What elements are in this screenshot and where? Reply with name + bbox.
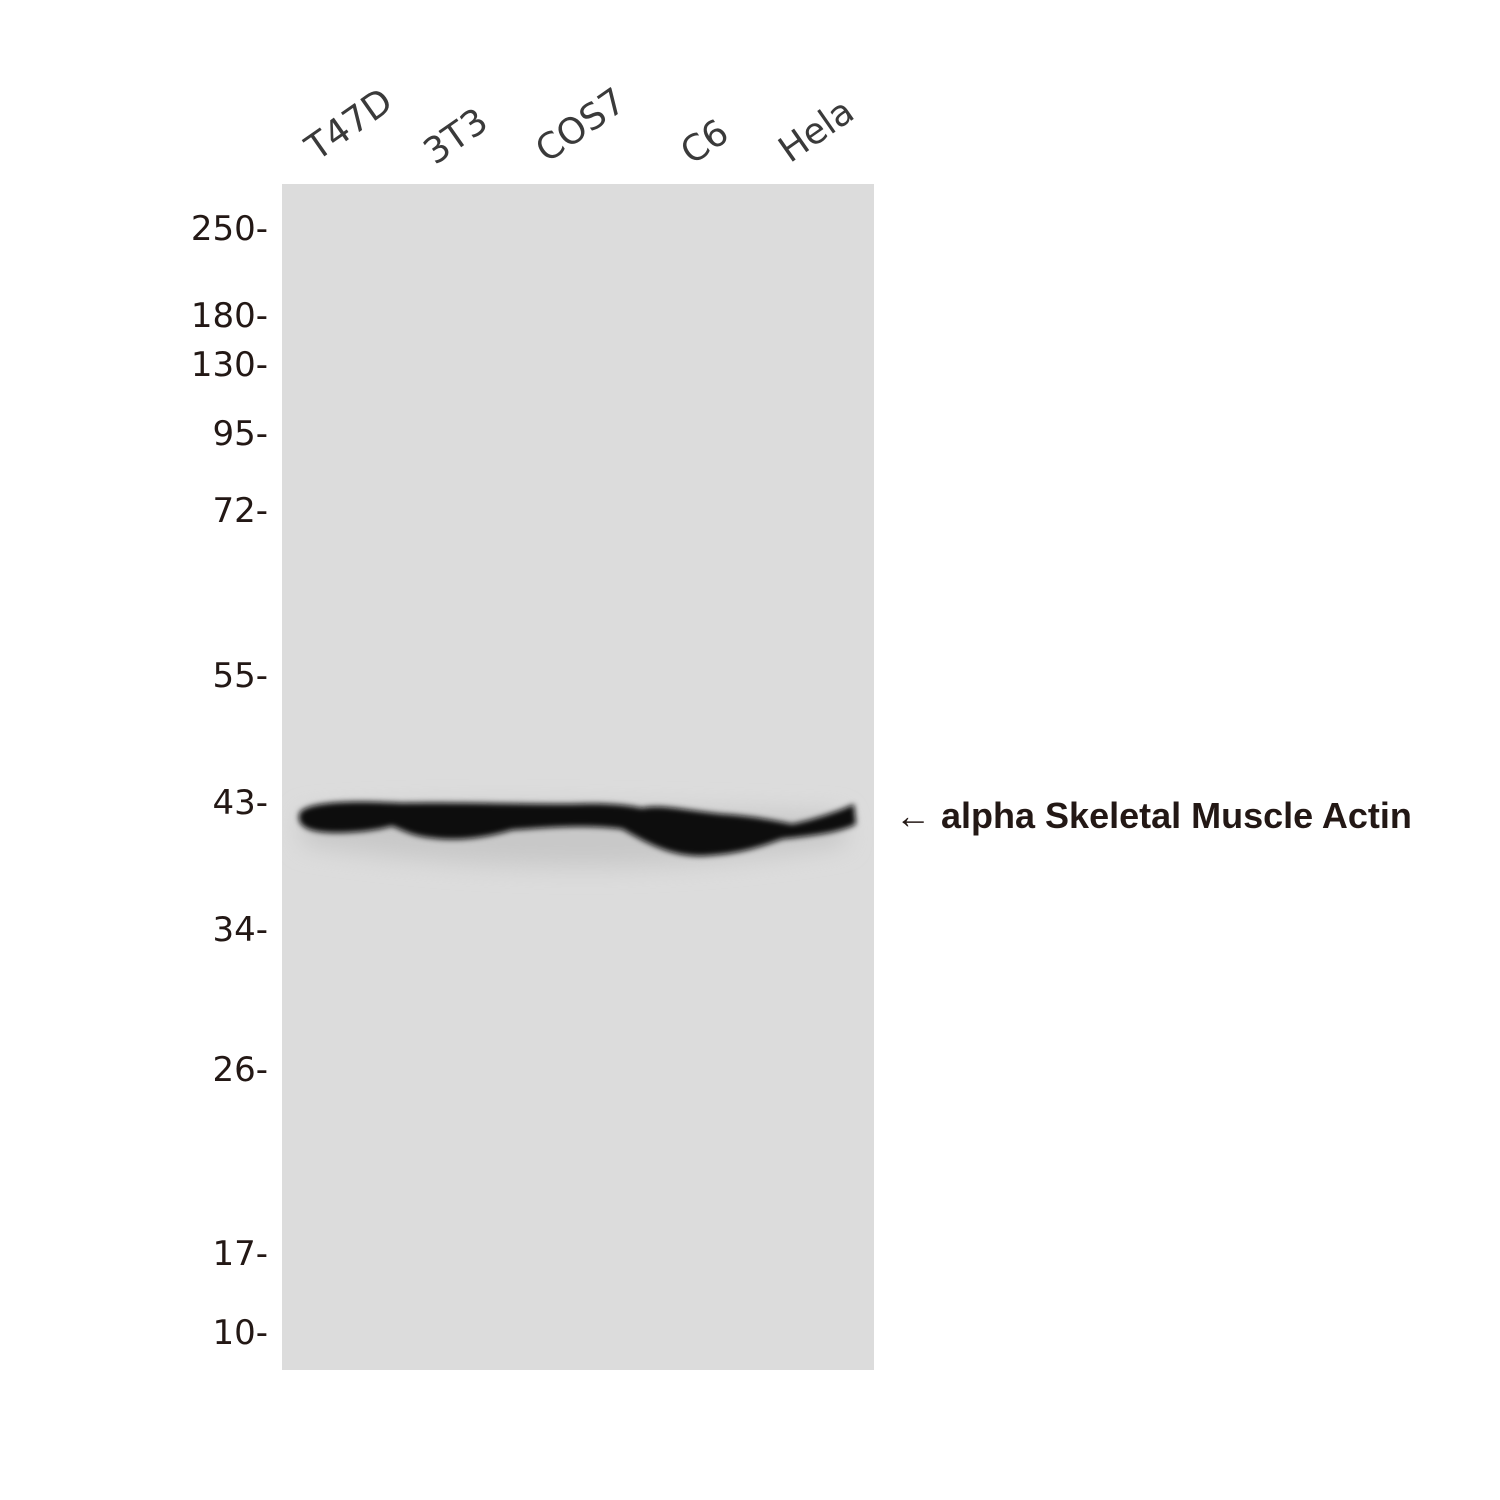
blot-band-layer: [298, 801, 857, 867]
protein-band: [298, 801, 857, 856]
band-label: ← alpha Skeletal Muscle Actin: [895, 795, 1412, 836]
marker-130: 130-: [190, 345, 268, 385]
marker-95: 95-: [212, 414, 268, 454]
lane-label-hela: Hela: [771, 90, 862, 171]
marker-17: 17-: [212, 1234, 268, 1274]
lane-label-cos7: COS7: [528, 80, 634, 171]
marker-34: 34-: [212, 910, 268, 950]
marker-72: 72-: [212, 491, 268, 531]
marker-10: 10-: [212, 1313, 268, 1353]
marker-26: 26-: [212, 1050, 268, 1090]
blot-membrane: [282, 184, 874, 1370]
lane-label-3t3: 3T3: [416, 100, 496, 173]
lane-label-c6: C6: [673, 111, 737, 173]
marker-43: 43-: [212, 783, 268, 823]
marker-180: 180-: [190, 296, 268, 336]
marker-250: 250-: [190, 209, 268, 249]
lane-label-t47d: T47D: [298, 80, 401, 169]
marker-55: 55-: [212, 656, 268, 696]
